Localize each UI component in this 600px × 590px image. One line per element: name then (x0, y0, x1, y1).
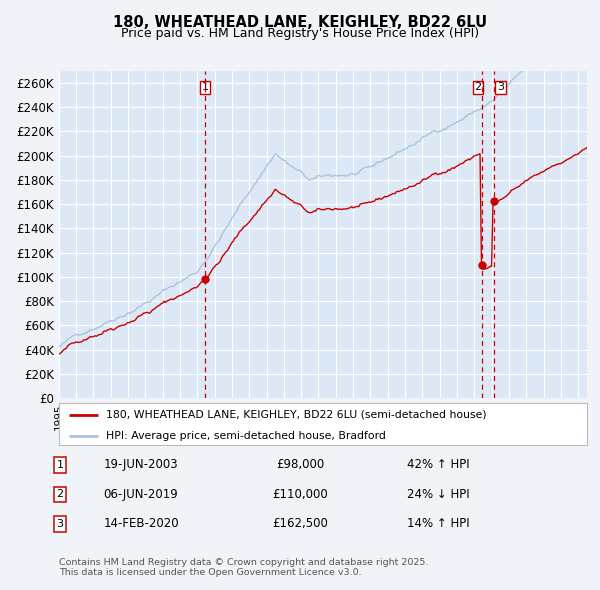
Text: 14% ↑ HPI: 14% ↑ HPI (407, 517, 469, 530)
Text: Price paid vs. HM Land Registry's House Price Index (HPI): Price paid vs. HM Land Registry's House … (121, 27, 479, 40)
Text: 2: 2 (475, 82, 482, 92)
Text: £110,000: £110,000 (272, 488, 328, 501)
Text: 3: 3 (56, 519, 64, 529)
Text: 180, WHEATHEAD LANE, KEIGHLEY, BD22 6LU (semi-detached house): 180, WHEATHEAD LANE, KEIGHLEY, BD22 6LU … (106, 410, 487, 420)
Text: 2: 2 (56, 490, 64, 499)
Text: HPI: Average price, semi-detached house, Bradford: HPI: Average price, semi-detached house,… (106, 431, 386, 441)
Text: 1: 1 (56, 460, 64, 470)
Text: 06-JUN-2019: 06-JUN-2019 (104, 488, 178, 501)
Text: £162,500: £162,500 (272, 517, 328, 530)
Text: 14-FEB-2020: 14-FEB-2020 (103, 517, 179, 530)
Text: £98,000: £98,000 (276, 458, 324, 471)
Text: 180, WHEATHEAD LANE, KEIGHLEY, BD22 6LU: 180, WHEATHEAD LANE, KEIGHLEY, BD22 6LU (113, 15, 487, 30)
Text: 24% ↓ HPI: 24% ↓ HPI (407, 488, 469, 501)
Text: Contains HM Land Registry data © Crown copyright and database right 2025.
This d: Contains HM Land Registry data © Crown c… (59, 558, 428, 577)
Text: 42% ↑ HPI: 42% ↑ HPI (407, 458, 469, 471)
Text: 1: 1 (202, 82, 209, 92)
Text: 3: 3 (497, 82, 504, 92)
Text: 19-JUN-2003: 19-JUN-2003 (104, 458, 178, 471)
